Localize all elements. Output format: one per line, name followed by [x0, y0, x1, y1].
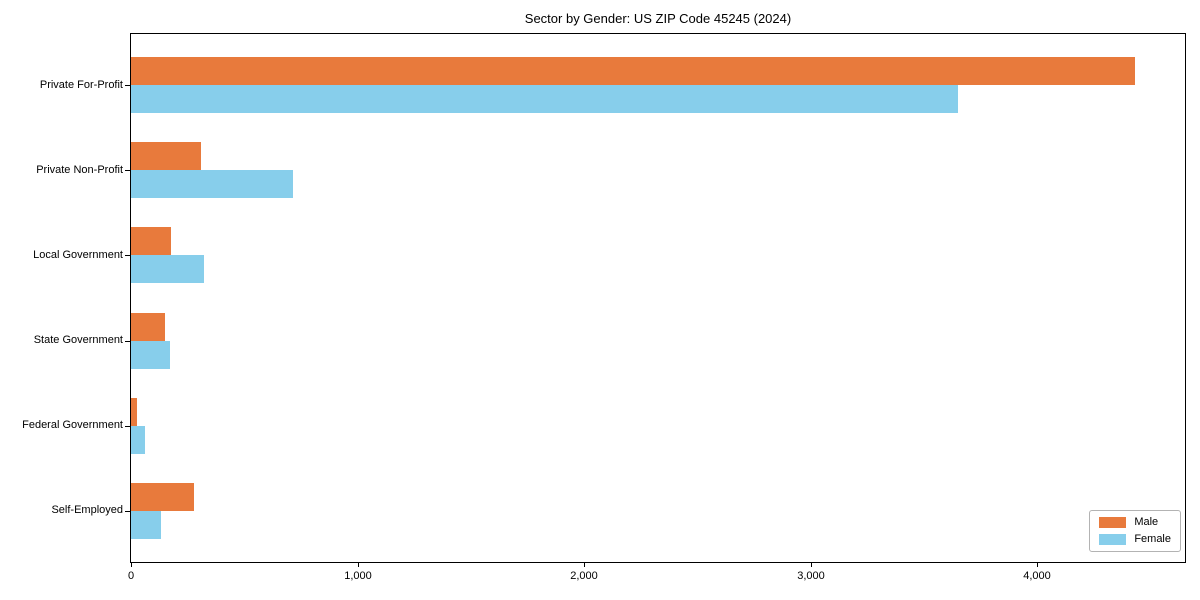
y-axis-label: Self-Employed	[51, 504, 123, 516]
x-tick-label: 4,000	[1023, 570, 1051, 582]
bar-female-federal-government	[131, 425, 145, 454]
y-tick	[125, 341, 130, 342]
bar-female-private-non-profit	[131, 170, 293, 199]
x-tick	[811, 562, 812, 567]
x-tick-label: 2,000	[570, 570, 598, 582]
bar-male-federal-government	[131, 397, 137, 426]
x-tick	[584, 562, 585, 567]
legend-label-female: Female	[1134, 533, 1171, 545]
x-tick	[1037, 562, 1038, 567]
bar-female-state-government	[131, 340, 170, 369]
y-axis-label: Private Non-Profit	[36, 164, 123, 176]
y-tick	[125, 255, 130, 256]
x-tick-label: 0	[127, 570, 135, 582]
plot-area: Private For-Profit Private Non-Profit Loca…	[22, 33, 1186, 582]
x-tick	[358, 562, 359, 567]
legend-item-female: Female	[1099, 534, 1171, 545]
bar-male-private-for-profit	[131, 57, 1135, 86]
y-axis-label: Private For-Profit	[39, 79, 123, 91]
y-axis-label: Local Government	[33, 249, 123, 261]
bar-female-self-employed	[131, 510, 161, 539]
x-tick-label: 3,000	[797, 570, 825, 582]
x-tick-label: 1,000	[344, 570, 372, 582]
legend-swatch-female	[1099, 534, 1127, 545]
y-axis-label: Federal Government	[22, 419, 123, 431]
bar-male-local-government	[131, 227, 171, 256]
x-tick	[131, 562, 132, 567]
chart-title: Sector by Gender: US ZIP Code 45245 (202…	[524, 11, 792, 26]
y-tick	[125, 511, 130, 512]
bar-male-private-non-profit	[131, 142, 202, 171]
legend-swatch-male	[1099, 517, 1127, 528]
y-tick	[125, 170, 130, 171]
bar-female-local-government	[131, 255, 204, 284]
y-tick	[125, 85, 130, 86]
bar-male-self-employed	[131, 482, 195, 511]
y-tick	[125, 426, 130, 427]
legend-label-male: Male	[1134, 516, 1159, 528]
legend-item-male: Male	[1099, 517, 1171, 528]
bar-female-private-for-profit	[131, 85, 958, 114]
y-axis-label: State Government	[33, 334, 123, 346]
bar-male-state-government	[131, 312, 165, 341]
legend: Male Female	[1089, 510, 1181, 552]
